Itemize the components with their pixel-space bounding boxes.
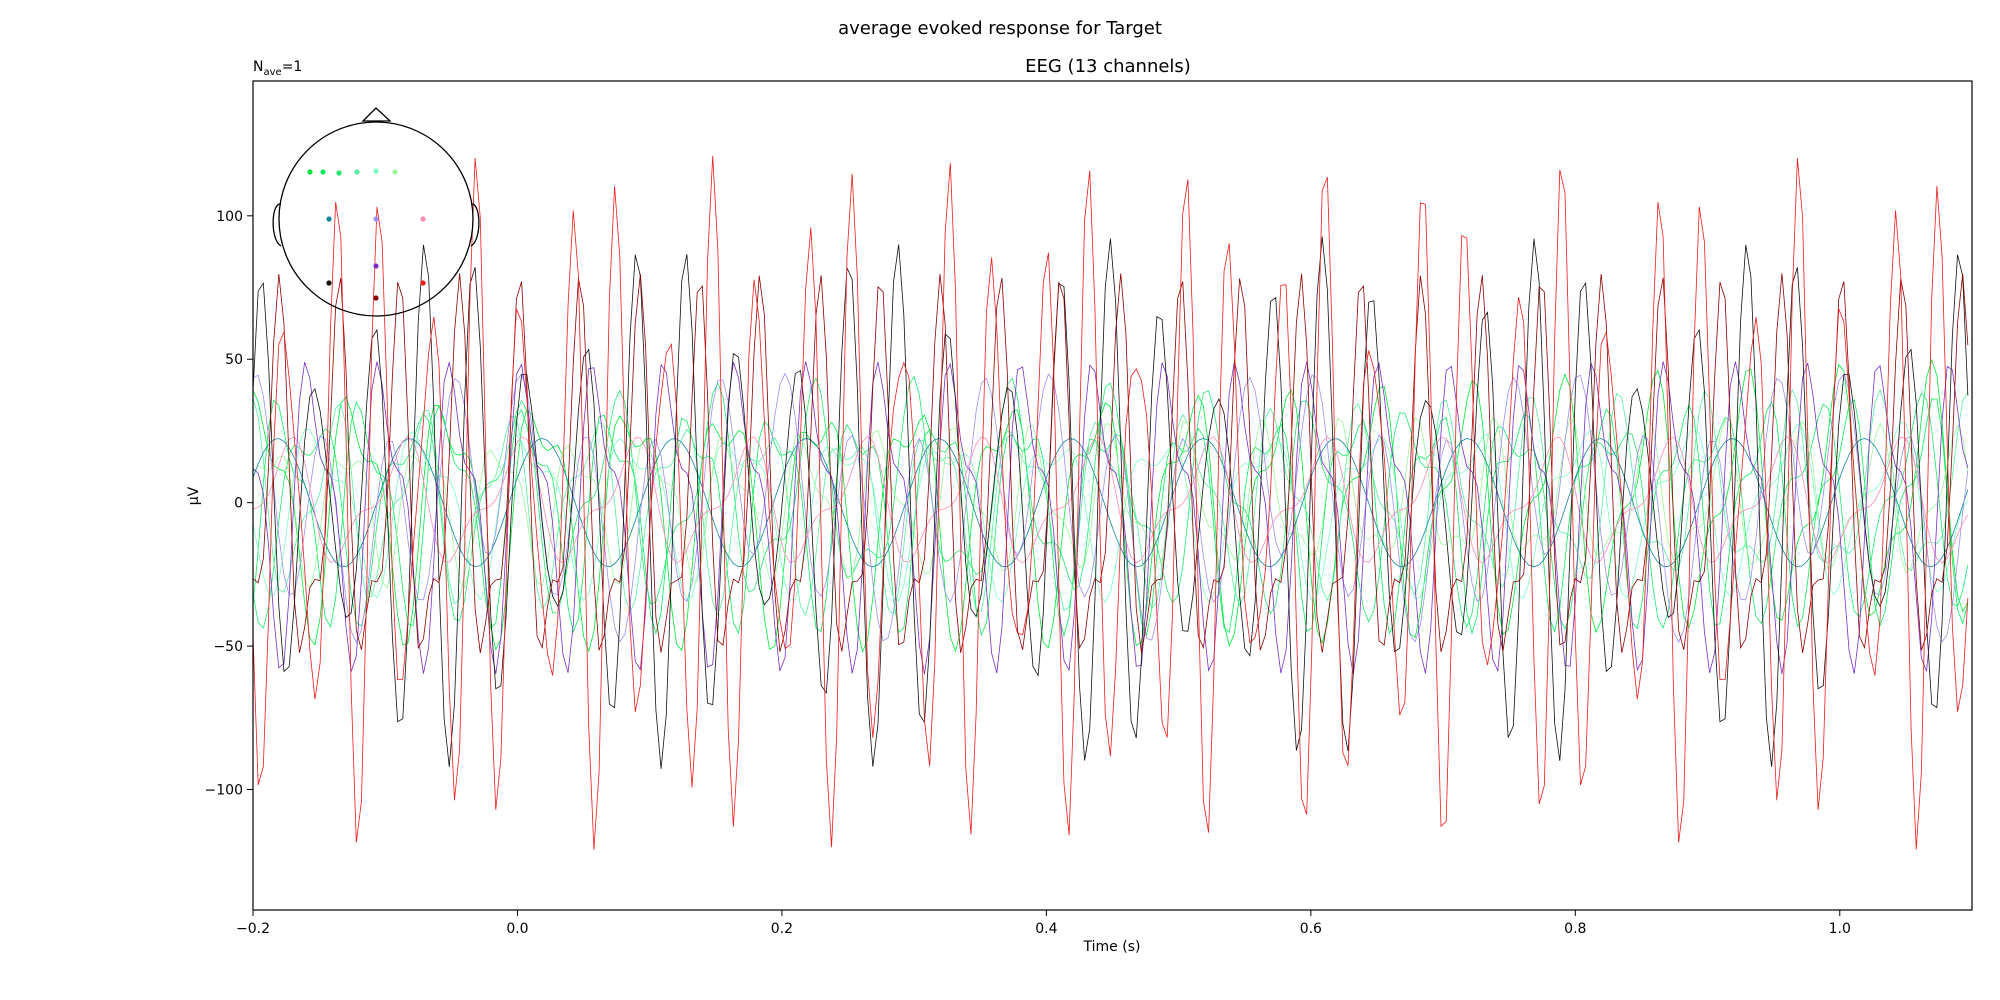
y-axis-label: µV (186, 486, 202, 505)
sensor-dot-5 (392, 169, 398, 175)
figure-suptitle: average evoked response for Target (838, 18, 1162, 39)
series-line-2 (253, 375, 1969, 631)
y-tick-label: 50 (225, 352, 243, 368)
x-tick-label: 0.0 (506, 921, 528, 937)
head-right-ear (470, 203, 480, 247)
y-axis-ticks: −100 −50 0 50 100 (205, 209, 253, 799)
sensor-dot-4 (373, 168, 379, 174)
axes-title: EEG (13 channels) (1025, 56, 1191, 77)
x-axis-label: Time (s) (1083, 939, 1141, 955)
x-tick-label: 0.4 (1035, 921, 1057, 937)
sensor-dot-3 (354, 169, 360, 175)
x-tick-label: 0.2 (771, 921, 793, 937)
head-outline (278, 121, 474, 317)
x-tick-label: 0.8 (1564, 921, 1586, 937)
nave-subscript: ave (263, 67, 281, 78)
series-line-3 (253, 388, 1969, 617)
sensor-dot-7 (373, 216, 379, 222)
series-line-7 (253, 372, 1969, 644)
head-nose (361, 107, 392, 122)
sensor-dot-0 (307, 169, 313, 175)
sensor-dots (307, 168, 426, 301)
y-tick-label: −100 (205, 783, 243, 799)
y-tick-label: 100 (216, 209, 243, 225)
series-layer (253, 155, 1969, 850)
sensor-dot-10 (326, 280, 332, 286)
series-line-0 (253, 358, 1969, 653)
nave-symbol: N (253, 59, 263, 75)
sensor-dot-1 (320, 169, 326, 175)
series-line-12 (253, 155, 1969, 850)
sensor-head-inset (272, 107, 480, 317)
x-tick-label: −0.2 (236, 921, 270, 937)
nave-label: Nave=1 (253, 59, 302, 78)
x-axis-ticks: −0.2 0.0 0.2 0.4 0.6 0.8 1.0 (236, 910, 1851, 937)
series-line-6 (253, 437, 1969, 568)
nave-value: =1 (282, 59, 303, 75)
x-tick-label: 1.0 (1829, 921, 1851, 937)
sensor-dot-11 (373, 295, 379, 301)
sensor-dot-6 (326, 216, 332, 222)
y-tick-label: 0 (234, 496, 243, 512)
series-line-10 (253, 236, 1969, 769)
sensor-dot-2 (336, 170, 342, 176)
head-left-ear (272, 203, 282, 247)
series-line-9 (253, 361, 1969, 675)
sensor-dot-9 (373, 263, 379, 269)
plot-frame (252, 80, 1973, 911)
y-tick-label: −50 (213, 639, 243, 655)
series-line-11 (253, 273, 1969, 654)
sensor-dot-8 (420, 216, 426, 222)
sensor-dot-12 (420, 280, 426, 286)
x-tick-label: 0.6 (1300, 921, 1322, 937)
